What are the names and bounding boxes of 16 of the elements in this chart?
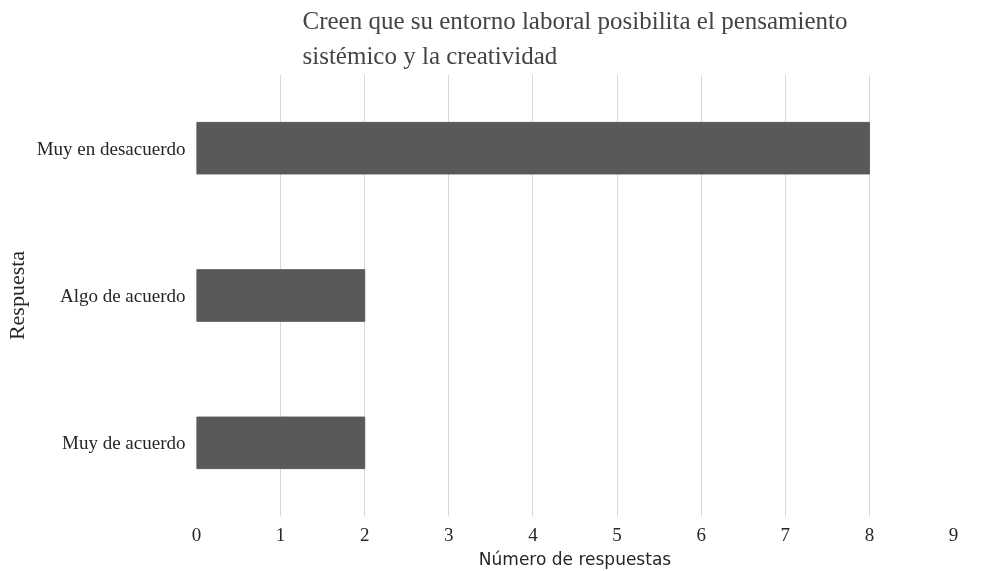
y-axis-title: Respuesta (3, 250, 29, 341)
x-tick-label: 0 (191, 523, 202, 545)
x-axis-title: Número de respuestas (478, 548, 672, 569)
chart-title: Creen que su entorno laboral posibilita el pensamiento sistémico y la creatividad (302, 7, 848, 70)
y-tick-label: Muy en desacuerdo (36, 137, 186, 159)
x-tick-label: 2 (359, 523, 370, 545)
x-tick-label: 5 (612, 523, 622, 545)
x-tick-label: 4 (528, 523, 539, 545)
y-tick-label: Muy de acuerdo (62, 432, 186, 454)
y-tick-label: Algo de acuerdo (59, 285, 186, 306)
x-tick-label: 8 (864, 523, 875, 545)
x-tick-label: 9 (948, 523, 959, 545)
x-tick-label: 6 (696, 523, 706, 545)
x-tick-label: 1 (275, 523, 286, 545)
x-tick-label: 3 (444, 523, 454, 545)
x-tick-label: 7 (780, 523, 791, 545)
